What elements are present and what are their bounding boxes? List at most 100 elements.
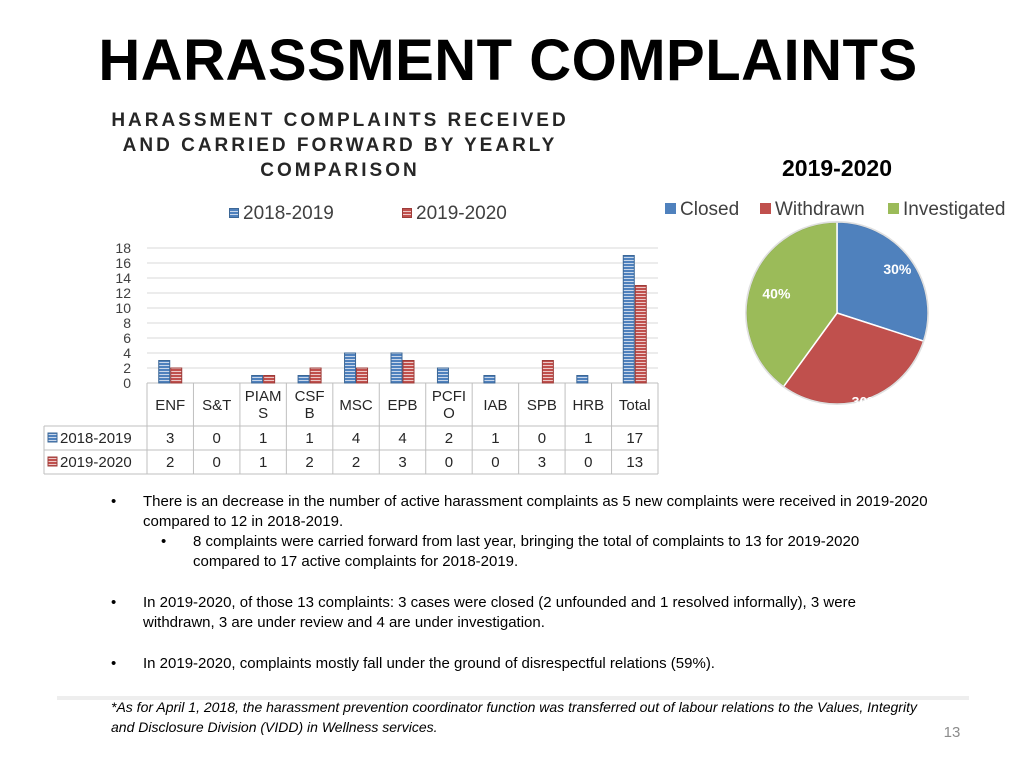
table-cell: 2 <box>305 454 313 471</box>
category-label: PIAM <box>245 388 282 405</box>
table-cell: 1 <box>491 430 499 447</box>
table-cell: 1 <box>259 430 267 447</box>
table-cell: 0 <box>445 454 453 471</box>
bullet-list: • There is an decrease in the number of … <box>108 492 928 674</box>
bullet-marker: • <box>161 533 167 550</box>
bar-chart-title: HARASSMENT COMPLAINTS RECEIVED AND CARRI… <box>80 108 600 183</box>
legend-label: Closed <box>680 199 740 220</box>
bar-total-2019-2020 <box>634 285 647 384</box>
bullet-marker: • <box>111 655 117 672</box>
table-cell: 3 <box>166 430 174 447</box>
bar-spb-2019-2020 <box>541 360 554 384</box>
table-cell: 2 <box>445 430 453 447</box>
table-cell: 0 <box>213 430 221 447</box>
pie-value-label-withdrawn: 30% <box>852 393 881 409</box>
bullet-text: In 2019-2020, of those 13 complaints: 3 … <box>143 594 856 631</box>
bullet-text: There is an decrease in the number of ac… <box>143 493 928 530</box>
category-label: HRB <box>572 397 604 414</box>
category-label: ENF <box>155 397 185 414</box>
bar-iab-2018-2019 <box>483 375 496 384</box>
legend-label: Withdrawn <box>775 199 865 220</box>
legend-label: 2019-2020 <box>416 203 507 224</box>
category-label: S&T <box>202 397 231 414</box>
category-label: EPB <box>387 397 417 414</box>
table-cell: 4 <box>398 430 406 447</box>
legend-swatch-closed <box>665 203 676 214</box>
table-cell: 0 <box>491 454 499 471</box>
table-series-name: 2018-2019 <box>60 430 132 447</box>
table-cell: 1 <box>584 430 592 447</box>
y-tick-label: 6 <box>123 330 131 346</box>
pie-slice-withdrawn <box>782 312 925 405</box>
table-series-name: 2019-2020 <box>60 454 132 471</box>
footnote: *As for April 1, 2018, the harassment pr… <box>111 699 917 735</box>
bar-hrb-2018-2019 <box>576 375 589 384</box>
table-cell: 0 <box>213 454 221 471</box>
bullet-item: • In 2019-2020, complaints mostly fall u… <box>108 654 928 674</box>
table-cell: 1 <box>259 454 267 471</box>
y-tick-label: 0 <box>123 375 131 391</box>
pie-slice-closed <box>836 221 929 343</box>
category-label: IAB <box>483 397 507 414</box>
table-cell: 0 <box>584 454 592 471</box>
sub-bullet-item: • 8 complaints were carried forward from… <box>108 532 928 572</box>
bar-epb-2019-2020 <box>402 360 415 384</box>
table-cell: 17 <box>626 430 643 447</box>
bar-csfb-2018-2019 <box>297 375 310 384</box>
bar-enf-2019-2020 <box>170 367 183 384</box>
bar-csfb-2019-2020 <box>309 367 322 384</box>
category-label: O <box>443 405 455 422</box>
bar-chart-title-line: AND CARRIED FORWARD BY YEARLY <box>122 135 558 156</box>
legend-swatch-2019-2020 <box>402 208 412 218</box>
y-tick-label: 12 <box>115 285 131 301</box>
pie-chart-title: 2019-2020 <box>782 155 892 181</box>
y-tick-label: 2 <box>123 360 131 376</box>
y-tick-label: 14 <box>115 270 131 286</box>
table-legend-key <box>47 432 58 443</box>
bar-chart-title-line: HARASSMENT COMPLAINTS RECEIVED <box>111 110 569 131</box>
y-tick-label: 4 <box>123 345 131 361</box>
legend-label: 2018-2019 <box>243 203 334 224</box>
category-label: S <box>258 405 268 422</box>
table-cell: 13 <box>626 454 643 471</box>
pie-rim <box>745 221 929 405</box>
bar-piams-2019-2020 <box>263 375 276 384</box>
pie-chart: 30% 30% 40% <box>745 221 929 409</box>
pie-legend-item-withdrawn: Withdrawn <box>760 199 865 221</box>
category-label: CSF <box>295 388 325 405</box>
bullet-text: In 2019-2020, complaints mostly fall und… <box>143 655 715 672</box>
bar-chart-title-line: COMPARISON <box>260 160 420 181</box>
category-label: MSC <box>339 397 373 414</box>
y-tick-label: 16 <box>115 255 131 271</box>
bar-piams-2018-2019 <box>251 375 264 384</box>
footnote-divider <box>57 696 969 700</box>
page-number: 13 <box>943 724 961 741</box>
bullet-marker: • <box>111 493 117 510</box>
category-label: PCFI <box>432 388 466 405</box>
legend-swatch-withdrawn <box>760 203 771 214</box>
pie-slice-investigated <box>745 221 838 388</box>
y-tick-label: 8 <box>123 315 131 331</box>
table-cell: 4 <box>352 430 360 447</box>
table-cell: 1 <box>305 430 313 447</box>
bullet-item: • In 2019-2020, of those 13 complaints: … <box>108 593 928 633</box>
bullet-item: • There is an decrease in the number of … <box>108 492 928 532</box>
bar-enf-2018-2019 <box>158 360 171 384</box>
category-label: B <box>305 405 315 422</box>
pie-legend-item-closed: Closed <box>665 199 739 221</box>
table-cell: 2 <box>166 454 174 471</box>
legend-swatch-investigated <box>888 203 899 214</box>
legend-swatch-2018-2019 <box>229 208 239 218</box>
category-label: SPB <box>527 397 557 414</box>
y-tick-label: 18 <box>115 240 131 256</box>
bullet-marker: • <box>111 594 117 611</box>
slide-title: HARASSMENT COMPLAINTS <box>98 28 918 93</box>
table-cell: 0 <box>538 430 546 447</box>
bar-legend-item-2019-2020: 2019-2020 <box>402 203 507 225</box>
pie-legend-item-investigated: Investigated <box>888 199 1005 221</box>
y-tick-label: 10 <box>115 300 131 316</box>
bar-epb-2018-2019 <box>390 352 403 384</box>
bar-msc-2019-2020 <box>356 367 369 384</box>
pie-value-label-closed: 30% <box>883 261 912 277</box>
